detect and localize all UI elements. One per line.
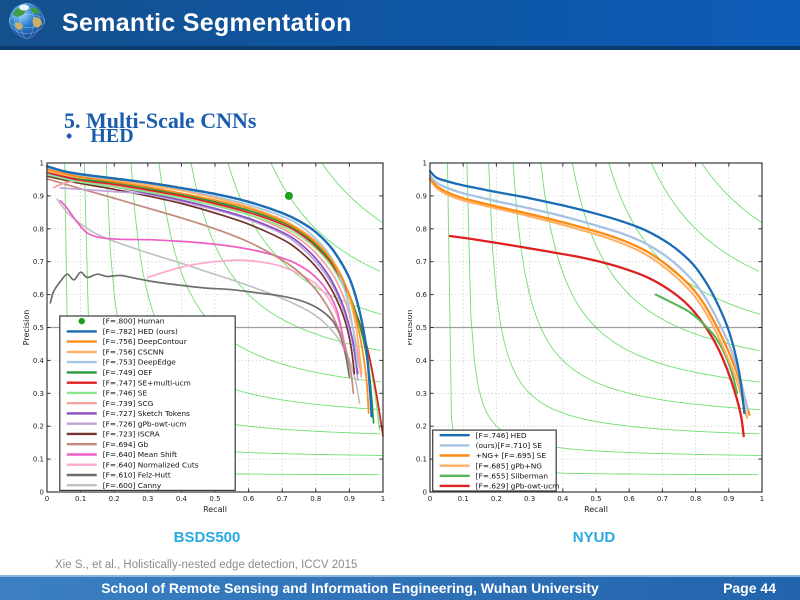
nyud-label: NYUD bbox=[572, 529, 616, 546]
section-heading: 5. Multi-Scale CNNs bbox=[64, 108, 257, 134]
svg-text:1: 1 bbox=[381, 495, 385, 503]
svg-text:0.6: 0.6 bbox=[624, 495, 636, 503]
svg-text:0: 0 bbox=[40, 489, 44, 497]
svg-text:0.3: 0.3 bbox=[416, 390, 427, 398]
svg-text:[F=.782] HED (ours): [F=.782] HED (ours) bbox=[103, 327, 178, 336]
svg-text:0.4: 0.4 bbox=[33, 357, 45, 365]
svg-text:0.7: 0.7 bbox=[416, 258, 427, 266]
slide-header: Semantic Segmentation bbox=[0, 0, 800, 50]
bullet-marker: • bbox=[66, 126, 73, 146]
svg-text:0.2: 0.2 bbox=[491, 495, 502, 503]
svg-text:[F=.747] SE+multi-ucm: [F=.747] SE+multi-ucm bbox=[103, 378, 191, 387]
slide-title: Semantic Segmentation bbox=[62, 8, 352, 37]
svg-text:0.3: 0.3 bbox=[524, 495, 535, 503]
svg-text:0.5: 0.5 bbox=[209, 495, 220, 503]
svg-text:0.7: 0.7 bbox=[33, 258, 44, 266]
bsds500-label: BSDS500 bbox=[173, 529, 241, 546]
svg-text:[F=.655] Silberman: [F=.655] Silberman bbox=[476, 471, 549, 480]
svg-text:[F=.640] Mean Shift: [F=.640] Mean Shift bbox=[103, 450, 177, 459]
svg-text:[F=.727] Sketch Tokens: [F=.727] Sketch Tokens bbox=[103, 409, 190, 418]
svg-text:0.1: 0.1 bbox=[458, 495, 469, 503]
svg-text:Recall: Recall bbox=[584, 505, 608, 514]
svg-text:0.9: 0.9 bbox=[416, 192, 427, 200]
svg-text:[F=.600] Canny: [F=.600] Canny bbox=[103, 481, 162, 490]
svg-text:0.8: 0.8 bbox=[416, 225, 427, 233]
svg-text:[F=.749] OEF: [F=.749] OEF bbox=[103, 368, 153, 377]
citation: Xie S., et al., Holistically-nested edge… bbox=[55, 558, 358, 571]
bsds500-pr-chart: 0 0.1 0.2 0.3 0.4 0.5 0.6 0.7 0.8 0.9 1 0 0.1 0.2 0.3 0… bbox=[22, 160, 385, 515]
svg-text:[F=.610] Felz-Hutt: [F=.610] Felz-Hutt bbox=[103, 471, 171, 480]
svg-text:0: 0 bbox=[45, 495, 49, 503]
svg-text:[F=.640] Normalized Cuts: [F=.640] Normalized Cuts bbox=[103, 460, 199, 469]
svg-text:[F=.685] gPb+NG: [F=.685] gPb+NG bbox=[476, 461, 543, 470]
svg-text:[F=.739] SCG: [F=.739] SCG bbox=[103, 399, 154, 408]
svg-text:1: 1 bbox=[423, 160, 427, 168]
svg-text:[F=.723] ISCRA: [F=.723] ISCRA bbox=[103, 430, 160, 439]
svg-text:0.5: 0.5 bbox=[590, 495, 601, 503]
svg-text:[F=.756] CSCNN: [F=.756] CSCNN bbox=[103, 348, 164, 357]
svg-text:0.2: 0.2 bbox=[109, 495, 120, 503]
svg-text:0.9: 0.9 bbox=[33, 192, 44, 200]
footer-school: School of Remote Sensing and Information… bbox=[101, 580, 599, 596]
svg-text:0.5: 0.5 bbox=[33, 324, 44, 332]
svg-text:0.6: 0.6 bbox=[33, 291, 45, 299]
svg-text:[F=.800] Human: [F=.800] Human bbox=[103, 317, 165, 326]
svg-text:0.7: 0.7 bbox=[657, 495, 668, 503]
svg-text:0: 0 bbox=[428, 495, 432, 503]
svg-text:0.9: 0.9 bbox=[723, 495, 734, 503]
svg-text:0.6: 0.6 bbox=[416, 291, 428, 299]
svg-text:[F=.746] HED: [F=.746] HED bbox=[476, 431, 527, 440]
nyud-figure: 0 0.1 0.2 0.3 0.4 0.5 0.6 0.7 0.8 0.9 1 0 0.1 0.2 0.3 0… bbox=[405, 157, 780, 547]
nyud-pr-chart: 0 0.1 0.2 0.3 0.4 0.5 0.6 0.7 0.8 0.9 1 0 0.1 0.2 0.3 0… bbox=[405, 160, 764, 515]
svg-text:0: 0 bbox=[423, 489, 427, 497]
svg-text:0.4: 0.4 bbox=[176, 495, 188, 503]
svg-text:0.5: 0.5 bbox=[416, 324, 427, 332]
svg-text:0.4: 0.4 bbox=[416, 357, 428, 365]
svg-text:1: 1 bbox=[760, 495, 764, 503]
svg-text:1: 1 bbox=[40, 160, 44, 168]
svg-text:0.2: 0.2 bbox=[416, 423, 427, 431]
svg-text:Precision: Precision bbox=[408, 310, 414, 346]
svg-text:[F=.756] DeepContour: [F=.756] DeepContour bbox=[103, 337, 188, 346]
svg-text:[F=.694] Gb: [F=.694] Gb bbox=[103, 440, 149, 449]
svg-text:[F=.753] DeepEdge: [F=.753] DeepEdge bbox=[103, 358, 177, 367]
bsds500-figure: 0 0.1 0.2 0.3 0.4 0.5 0.6 0.7 0.8 0.9 1 0 0.1 0.2 0.3 0… bbox=[22, 157, 392, 547]
svg-text:Precision: Precision bbox=[22, 310, 31, 346]
svg-text:0.6: 0.6 bbox=[243, 495, 255, 503]
bullet-text: HED bbox=[90, 125, 134, 147]
svg-text:0.1: 0.1 bbox=[75, 495, 86, 503]
svg-text:0.2: 0.2 bbox=[33, 423, 44, 431]
page-number: Page 44 bbox=[723, 580, 776, 596]
svg-text:Recall: Recall bbox=[203, 505, 227, 514]
svg-text:0.8: 0.8 bbox=[690, 495, 701, 503]
svg-text:0.9: 0.9 bbox=[344, 495, 355, 503]
svg-text:0.7: 0.7 bbox=[277, 495, 288, 503]
svg-text:0.8: 0.8 bbox=[33, 225, 44, 233]
svg-text:[F=.726] gPb-owt-ucm: [F=.726] gPb-owt-ucm bbox=[103, 419, 187, 428]
svg-text:[F=.629] gPb-owt-ucm: [F=.629] gPb-owt-ucm bbox=[476, 482, 560, 491]
slide-footer: School of Remote Sensing and Information… bbox=[0, 575, 800, 600]
svg-text:0.1: 0.1 bbox=[33, 456, 44, 464]
svg-text:0.3: 0.3 bbox=[33, 390, 44, 398]
svg-text:0.4: 0.4 bbox=[557, 495, 569, 503]
svg-text:0.1: 0.1 bbox=[416, 456, 427, 464]
svg-text:0.8: 0.8 bbox=[310, 495, 321, 503]
svg-text:0.3: 0.3 bbox=[142, 495, 153, 503]
globe-icon bbox=[7, 1, 47, 46]
svg-text:+NG+ [F=.695] SE: +NG+ [F=.695] SE bbox=[476, 451, 547, 460]
bullet-line: • HED bbox=[66, 125, 134, 148]
svg-text:[F=.746] SE: [F=.746] SE bbox=[103, 389, 148, 398]
svg-text:(ours)[F=.710] SE: (ours)[F=.710] SE bbox=[476, 441, 543, 450]
